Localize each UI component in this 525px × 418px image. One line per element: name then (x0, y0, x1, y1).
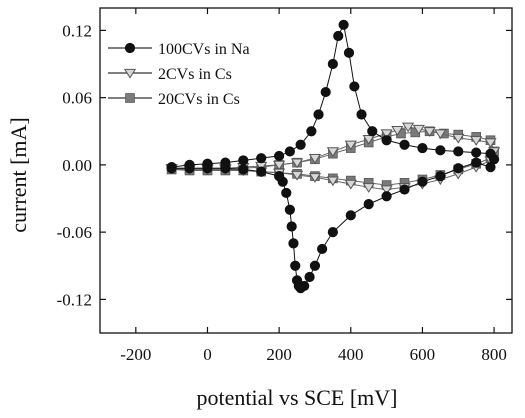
data-point (281, 187, 292, 199)
data-point (238, 164, 249, 175)
data-point (274, 171, 285, 182)
y-tick-label: -0.06 (57, 223, 92, 242)
data-point (338, 19, 349, 30)
data-point (220, 163, 231, 174)
data-point (288, 238, 299, 249)
ticks: -200 0 200 400 600 800 -0.12 -0.06 0.00 0.06 0.12 (57, 8, 512, 364)
data-point (327, 58, 338, 70)
data-point (399, 139, 410, 150)
data-point (327, 227, 338, 238)
data-point (367, 126, 378, 137)
data-point (284, 146, 295, 157)
data-point (453, 163, 464, 174)
y-tick-label: 0.06 (62, 89, 92, 108)
legend-label: 100CVs in Na (158, 41, 250, 58)
data-point (317, 243, 328, 255)
data-point (417, 176, 428, 187)
data-point (345, 210, 356, 221)
data-point (484, 138, 497, 149)
data-point (308, 154, 322, 164)
series-circle (166, 19, 500, 294)
x-tick-label: 0 (203, 345, 212, 364)
data-point (290, 170, 304, 181)
legend-marker (125, 93, 135, 103)
data-point (471, 157, 482, 168)
data-point (391, 126, 404, 136)
data-point (166, 163, 177, 174)
x-tick-label: 400 (338, 345, 364, 364)
data-point (471, 147, 482, 158)
data-point (256, 166, 267, 177)
legend-label: 2CVs in Cs (158, 66, 232, 83)
x-tick-label: -200 (120, 345, 151, 364)
y-tick-label: 0.12 (62, 21, 92, 40)
data-point (417, 142, 428, 154)
data-point (313, 109, 324, 120)
plot-area (165, 19, 501, 294)
x-tick-label: 200 (266, 345, 292, 364)
x-axis-title: potential vs SCE [mV] (196, 385, 397, 410)
data-point (362, 134, 375, 145)
axes (99, 7, 513, 334)
legend-marker (123, 68, 137, 79)
x-tick-label: 600 (410, 345, 436, 364)
data-point (304, 271, 315, 283)
data-point (380, 185, 393, 196)
data-point (202, 163, 213, 174)
data-point (256, 153, 267, 164)
data-point (356, 109, 367, 120)
data-point (435, 145, 446, 156)
data-point (470, 136, 483, 146)
data-point (326, 147, 339, 158)
data-point (362, 183, 375, 193)
data-point (453, 146, 464, 157)
data-point (381, 191, 392, 202)
data-point (274, 150, 285, 162)
data-point (380, 129, 393, 140)
data-point (295, 139, 306, 150)
data-point (399, 184, 410, 195)
data-point (333, 30, 344, 42)
data-point (291, 275, 303, 286)
data-point (344, 179, 357, 190)
data-point (434, 129, 447, 140)
data-point (284, 204, 295, 215)
data-point (320, 86, 331, 98)
legend: 100CVs in Na 2CVs in Cs 20CVs in Cs (108, 41, 250, 108)
data-point (349, 81, 360, 92)
data-point (412, 124, 425, 135)
legend-label: 20CVs in Cs (158, 91, 240, 108)
data-point (381, 135, 392, 146)
data-point (184, 163, 195, 174)
data-point (309, 260, 321, 271)
data-point (423, 127, 436, 137)
data-point (286, 221, 297, 232)
x-tick-label: 800 (481, 345, 507, 364)
data-point (435, 171, 446, 182)
data-point (306, 126, 317, 137)
plot-frame (99, 7, 513, 334)
y-axis-title: current [mA] (6, 117, 31, 232)
data-point (344, 140, 357, 151)
y-tick-label: 0.00 (62, 156, 92, 175)
data-point (273, 160, 286, 171)
data-point (452, 133, 465, 144)
y-tick-label: -0.12 (57, 290, 92, 309)
data-point (238, 155, 249, 166)
data-point (343, 47, 355, 58)
data-point (485, 162, 496, 173)
data-point (326, 176, 339, 187)
data-point (308, 173, 322, 183)
data-point (363, 199, 374, 210)
data-point (290, 260, 301, 271)
data-point (402, 122, 415, 133)
data-point (290, 158, 304, 169)
legend-marker (124, 42, 136, 54)
